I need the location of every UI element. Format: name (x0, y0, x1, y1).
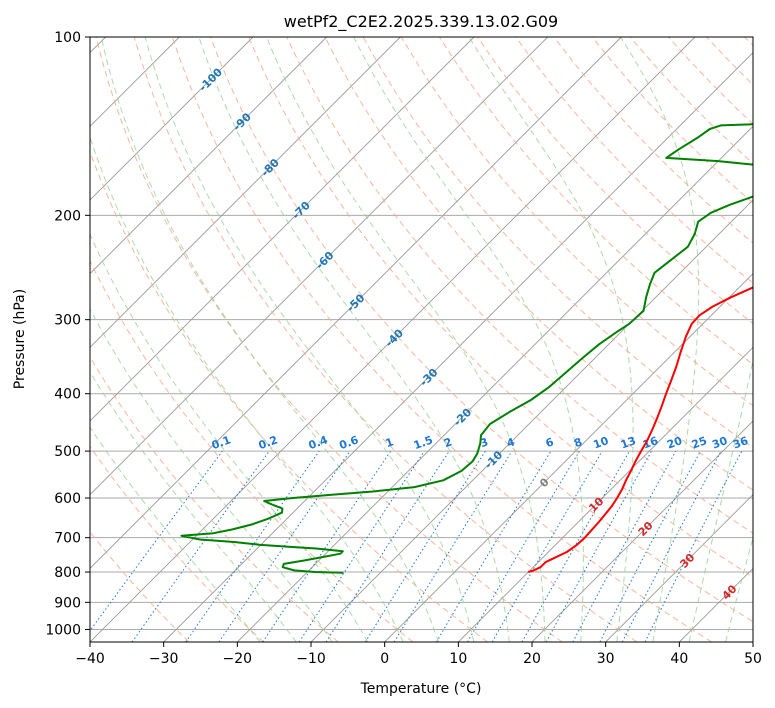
dry-adiabat-line (324, 37, 753, 491)
mixing-ratio-line (521, 450, 630, 642)
dry-adiabat-line (90, 356, 339, 642)
y-tick-label: 700 (54, 531, 81, 547)
mixing-ratio-line (90, 450, 223, 632)
mixing-ratio-label: 4 (505, 435, 517, 450)
chart-title: wetPf2_C2E2.2025.339.13.02.G09 (284, 12, 558, 32)
isotherm-line (90, 37, 475, 422)
x-tick-label: 20 (523, 651, 541, 667)
dry-adiabat-line (95, 37, 563, 642)
moist-adiabat-line (90, 426, 261, 642)
mixing-ratio-label: 0.4 (307, 433, 330, 452)
dry-adiabat-line (515, 37, 753, 284)
x-axis: −40 −30 −20 −10 0 10 20 30 40 50 (75, 642, 762, 667)
moist-adiabat-line (90, 308, 333, 642)
y-tick-label: 400 (54, 387, 81, 403)
mixing-ratio-line (325, 450, 450, 642)
x-tick-label: 30 (597, 651, 615, 667)
y-axis: 100 200 300 400 500 600 700 800 900 1000 (45, 30, 90, 638)
mixing-ratio-line (218, 450, 351, 642)
mixing-ratio-label: 0.2 (257, 433, 280, 452)
moist-adiabat-line (725, 536, 753, 642)
isotherm-line (237, 125, 753, 642)
isotherm-line (90, 37, 401, 348)
isotherm-line (90, 37, 327, 275)
x-tick-label: −30 (149, 651, 179, 667)
moist-adiabat-line (353, 37, 584, 642)
mixing-ratio-label: 10 (591, 434, 610, 452)
isotherm-line (90, 37, 548, 496)
series-lines (180, 123, 753, 574)
moist-adiabat-line (688, 358, 753, 642)
mixing-ratio-label: 0.6 (338, 433, 361, 452)
y-tick-label: 900 (54, 595, 81, 611)
mixing-ratio-label: 0.1 (210, 433, 233, 452)
isotherm-line (163, 52, 753, 642)
mixing-ratio-line (262, 450, 392, 642)
x-tick-label: 50 (744, 651, 762, 667)
moist-adiabat-line (198, 37, 510, 642)
mixing-ratio-label: 25 (690, 434, 709, 451)
moist-adiabat-line (90, 233, 369, 642)
mixing-ratio-label: 2 (442, 435, 454, 450)
x-tick-label: 40 (670, 651, 688, 667)
background-lines (90, 37, 753, 642)
mixing-ratio-line (644, 450, 743, 642)
dry-adiabat-line (90, 445, 264, 642)
mixing-ratio-label: 36 (731, 434, 750, 452)
x-tick-label: −20 (223, 651, 253, 667)
isotherm-line (531, 420, 753, 642)
y-tick-label: 100 (54, 30, 81, 46)
x-axis-label: Temperature (°C) (360, 681, 482, 697)
mixing-ratio-line (545, 450, 653, 642)
mixing-ratio-label: 3 (478, 435, 490, 450)
y-tick-label: 300 (54, 313, 81, 329)
moist-adiabat-line (90, 135, 404, 642)
x-tick-label: 0 (380, 651, 389, 667)
temperature-line (528, 286, 753, 573)
mixing-ratio-line (393, 450, 513, 642)
moist-adiabat-line (620, 37, 700, 642)
moist-adiabat-line (100, 37, 439, 642)
isotherm-line (605, 494, 753, 642)
mixing-ratio-line (131, 450, 270, 642)
dry-adiabat-line (171, 37, 712, 642)
isotherm-line (90, 37, 254, 201)
isotherm-line (90, 37, 696, 642)
dewpoint-line (180, 123, 753, 574)
mixing-ratio-label: 16 (641, 434, 660, 452)
y-tick-label: 600 (54, 491, 81, 507)
x-tick-label: −10 (296, 651, 326, 667)
y-tick-label: 500 (54, 444, 81, 460)
y-tick-label: 200 (54, 208, 81, 224)
mixing-ratio-label: 20 (665, 434, 684, 452)
mixing-ratio-label: 1.5 (412, 433, 435, 452)
x-tick-label: −40 (75, 651, 105, 667)
y-tick-label: 1000 (45, 622, 81, 638)
isotherm-line (384, 273, 753, 642)
x-tick-label: 10 (449, 651, 467, 667)
y-axis-label: Pressure (hPa) (12, 289, 28, 389)
moist-adiabat-line (266, 37, 546, 642)
dry-adiabat-line (90, 259, 414, 642)
isotherm-line (90, 37, 622, 569)
mixing-ratio-label: 13 (619, 434, 638, 451)
y-tick-label: 800 (54, 565, 81, 581)
mixing-ratio-line (185, 450, 320, 642)
mixing-ratio-label: 8 (572, 435, 584, 450)
mixing-ratio-label: 6 (544, 435, 556, 450)
mixing-ratio-labels: 0.1 0.2 0.4 0.6 1 1.5 2 3 4 6 8 10 13 16 20 25 30 36 (210, 433, 751, 452)
mixing-ratio-line (298, 450, 425, 642)
isotherm-line (458, 346, 753, 642)
mixing-ratio-line (572, 450, 677, 642)
moist-adiabat-line (90, 370, 297, 642)
dry-adiabat-line (133, 37, 638, 642)
plot-frame (89, 36, 754, 643)
moist-adiabat-line (144, 37, 475, 642)
mixing-ratio-label: 30 (710, 434, 729, 452)
dry-adiabat-line (210, 37, 753, 623)
dry-adiabat-line (286, 37, 753, 534)
mixing-ratio-label: 1 (384, 435, 396, 450)
